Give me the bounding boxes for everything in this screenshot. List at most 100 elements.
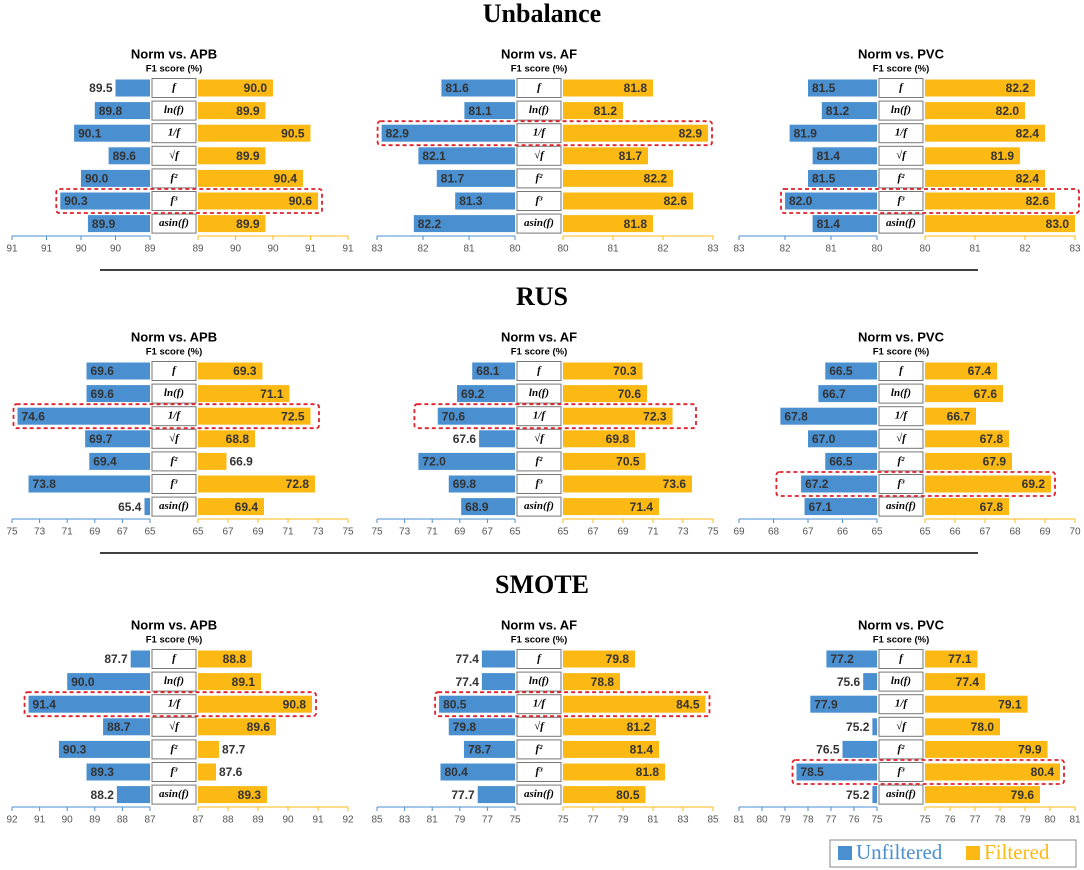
bar-unfiltered <box>872 718 877 736</box>
category-box <box>516 784 562 805</box>
tick-label: 77 <box>825 815 837 826</box>
category-label: √f <box>896 720 907 732</box>
tick-label: 73 <box>677 527 689 538</box>
category-box <box>151 474 197 494</box>
value-label: 78.5 <box>801 765 825 779</box>
value-label: 82.9 <box>679 126 703 140</box>
bar-filtered <box>925 718 1000 736</box>
tick-label: 85 <box>371 815 383 826</box>
category-box <box>151 123 197 144</box>
tick-label: 82 <box>417 244 429 255</box>
panel-title: Norm vs. PVC <box>858 46 945 61</box>
value-label: 81.8 <box>624 81 648 95</box>
bar-filtered <box>198 763 216 781</box>
value-label: 77.4 <box>456 675 480 689</box>
panel-title: Norm vs. APB <box>131 329 217 344</box>
section-title: Unbalance <box>483 0 601 28</box>
value-label: 70.6 <box>618 387 642 401</box>
value-label: 69.4 <box>93 455 117 469</box>
highlight-box <box>780 188 1080 214</box>
tick-label: 91 <box>342 244 354 255</box>
value-label: 69.7 <box>89 432 113 446</box>
value-label: 81.4 <box>630 743 654 757</box>
value-label: 81.1 <box>468 104 492 118</box>
category-box <box>516 191 562 211</box>
category-box <box>516 361 562 381</box>
bar-filtered <box>198 385 290 403</box>
category-label: f³ <box>171 195 179 207</box>
value-label: 90.0 <box>71 675 95 689</box>
category-box <box>516 716 562 737</box>
bar-unfiltered <box>461 498 515 516</box>
category-box <box>516 78 562 98</box>
value-label: 68.9 <box>465 500 489 514</box>
bar-filtered <box>563 169 673 187</box>
value-label: 88.7 <box>107 720 131 734</box>
value-label: 75.6 <box>837 675 861 689</box>
value-label: 79.8 <box>453 720 477 734</box>
bar-unfiltered <box>448 718 515 736</box>
category-box <box>151 191 197 211</box>
tick-label: 70 <box>1069 527 1081 538</box>
value-label: 66.5 <box>829 455 853 469</box>
tick-label: 90 <box>267 244 279 255</box>
bar-unfiltered <box>437 407 515 425</box>
bar-unfiltered <box>780 407 877 425</box>
bar-unfiltered <box>87 215 150 233</box>
value-label: 89.5 <box>89 81 113 95</box>
bar-unfiltered <box>74 124 150 142</box>
bar-filtered <box>925 362 997 380</box>
value-label: 80.5 <box>616 788 640 802</box>
category-label: asin(f) <box>159 500 189 512</box>
highlight-box <box>775 471 1056 497</box>
value-label: 82.9 <box>386 126 410 140</box>
tick-label: 81 <box>733 815 745 826</box>
bar-unfiltered <box>81 169 150 187</box>
tick-label: 77 <box>587 815 599 826</box>
category-label: f² <box>171 743 179 755</box>
category-box <box>878 716 924 737</box>
category-label: f² <box>898 455 906 467</box>
category-label: f <box>899 82 904 94</box>
tick-label: 68 <box>1009 527 1021 538</box>
value-label: 77.9 <box>814 697 838 711</box>
value-label: 77.1 <box>948 652 972 666</box>
category-box <box>151 213 197 234</box>
bar-unfiltered <box>825 362 877 380</box>
bar-unfiltered <box>810 695 877 713</box>
tick-label: 88 <box>117 815 129 826</box>
category-label: √f <box>534 432 545 444</box>
value-label: 78.8 <box>591 675 615 689</box>
category-label: f³ <box>898 195 906 207</box>
bar-filtered <box>925 452 1012 470</box>
tick-label: 83 <box>733 244 745 255</box>
value-label: 78.7 <box>468 743 492 757</box>
bar-unfiltered <box>812 215 877 233</box>
bar-filtered <box>925 124 1045 142</box>
category-box <box>878 649 924 669</box>
value-label: 67.8 <box>784 409 808 423</box>
tick-label: 66 <box>949 527 961 538</box>
bar-filtered <box>925 385 1003 403</box>
category-label: asin(f) <box>524 217 554 229</box>
bar-filtered <box>563 673 620 691</box>
value-label: 75.2 <box>846 720 870 734</box>
tick-label: 78 <box>802 815 814 826</box>
bar-filtered <box>198 475 315 493</box>
category-label: 1/f <box>168 698 182 710</box>
bar-unfiltered <box>94 102 150 120</box>
category-box <box>878 361 924 381</box>
bar-unfiltered <box>479 430 515 448</box>
category-label: ln(f) <box>891 675 911 687</box>
tick-label: 73 <box>34 527 46 538</box>
bar-filtered <box>563 124 708 142</box>
value-label: 89.9 <box>236 104 260 118</box>
category-box <box>151 100 197 121</box>
tick-label: 79 <box>1019 815 1031 826</box>
bar-unfiltered <box>812 147 877 165</box>
value-label: 67.6 <box>453 432 477 446</box>
bar-unfiltered <box>481 650 515 668</box>
bar-filtered <box>198 102 266 120</box>
value-label: 69.3 <box>233 364 257 378</box>
